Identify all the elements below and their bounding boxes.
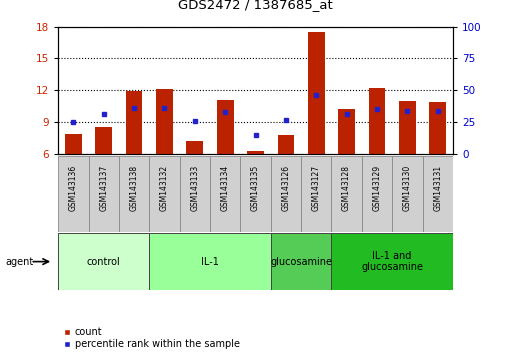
Bar: [247, 151, 264, 154]
Bar: [368, 88, 385, 154]
Text: IL-1: IL-1: [200, 257, 219, 267]
Bar: [119, 156, 149, 232]
Bar: [331, 233, 452, 290]
Bar: [391, 156, 422, 232]
Text: GSM143138: GSM143138: [129, 165, 138, 211]
Bar: [88, 156, 119, 232]
Legend: count, percentile rank within the sample: count, percentile rank within the sample: [63, 327, 239, 349]
Text: GSM143136: GSM143136: [69, 165, 78, 211]
Bar: [337, 109, 355, 154]
Bar: [179, 156, 210, 232]
Bar: [300, 156, 331, 232]
Bar: [361, 156, 391, 232]
Text: GSM143129: GSM143129: [372, 165, 381, 211]
Bar: [156, 89, 173, 154]
Bar: [65, 134, 82, 154]
Text: GSM143135: GSM143135: [250, 165, 260, 211]
Bar: [398, 101, 415, 154]
Text: GSM143132: GSM143132: [160, 165, 169, 211]
Bar: [58, 233, 149, 290]
Text: IL-1 and
glucosamine: IL-1 and glucosamine: [361, 251, 422, 273]
Bar: [217, 100, 233, 154]
Bar: [277, 135, 294, 154]
Text: GSM143137: GSM143137: [99, 165, 108, 211]
Bar: [240, 156, 270, 232]
Text: GSM143133: GSM143133: [190, 165, 199, 211]
Text: glucosamine: glucosamine: [270, 257, 331, 267]
Text: agent: agent: [5, 257, 33, 267]
Text: control: control: [87, 257, 120, 267]
Text: GSM143134: GSM143134: [220, 165, 229, 211]
Bar: [149, 233, 270, 290]
Text: GSM143126: GSM143126: [281, 165, 290, 211]
Text: GDS2472 / 1387685_at: GDS2472 / 1387685_at: [178, 0, 332, 11]
Bar: [210, 156, 240, 232]
Bar: [186, 141, 203, 154]
Bar: [95, 127, 112, 154]
Text: GSM143128: GSM143128: [341, 165, 350, 211]
Bar: [429, 102, 445, 154]
Text: GSM143130: GSM143130: [402, 165, 411, 211]
Text: GSM143127: GSM143127: [311, 165, 320, 211]
Bar: [270, 233, 331, 290]
Bar: [126, 91, 142, 154]
Bar: [331, 156, 361, 232]
Text: GSM143131: GSM143131: [432, 165, 441, 211]
Bar: [270, 156, 300, 232]
Bar: [422, 156, 452, 232]
Bar: [58, 156, 88, 232]
Bar: [307, 32, 324, 154]
Bar: [149, 156, 179, 232]
